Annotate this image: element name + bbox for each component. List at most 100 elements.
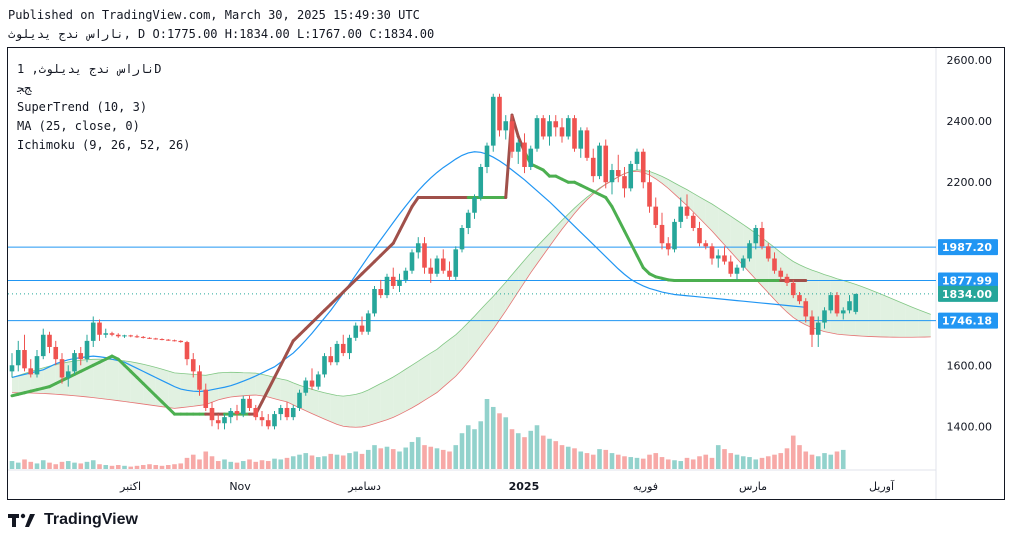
- supertrend-segment: [266, 375, 276, 392]
- volume-bar: [15, 462, 21, 469]
- volume-bar: [490, 406, 496, 469]
- candle-body: [647, 182, 652, 207]
- candle-body: [353, 325, 359, 338]
- candle-body: [547, 121, 552, 137]
- cloud-segment: [312, 389, 319, 417]
- volume-bar: [72, 462, 77, 469]
- candle-body: [759, 227, 765, 247]
- cloud-segment: [893, 299, 900, 338]
- candle-body: [253, 407, 259, 418]
- cloud-segment: [512, 267, 519, 302]
- candle-body: [15, 350, 21, 366]
- cloud-span-a: [11, 169, 931, 397]
- ohlc-header: ناراس ندج يديلوث, D O:1775.00 H:1834.00 …: [8, 27, 435, 41]
- cloud-segment: [412, 361, 419, 408]
- cloud-segment: [530, 246, 537, 273]
- candle-body: [465, 212, 471, 228]
- candle-body: [653, 206, 659, 225]
- volume-bar: [165, 465, 171, 469]
- candle-body: [490, 96, 496, 146]
- candle-body: [472, 197, 477, 213]
- volume-bar: [53, 464, 59, 469]
- cloud-segment: [712, 203, 719, 238]
- candle-body: [9, 365, 15, 372]
- volume-bar: [265, 461, 271, 469]
- volume-bar: [828, 454, 834, 469]
- cloud-segment: [699, 196, 706, 225]
- candle-body: [34, 356, 40, 375]
- legend-supertrend[interactable]: SuperTrend (10, 3): [17, 100, 148, 114]
- candle-body: [109, 333, 115, 335]
- volume-bar: [434, 448, 440, 469]
- cloud-segment: [112, 359, 119, 401]
- cloud-segment: [418, 357, 425, 405]
- volume-bar: [709, 457, 715, 469]
- cloud-segment: [12, 375, 19, 393]
- candle-body: [128, 335, 134, 337]
- volume-bar: [628, 457, 634, 469]
- candle-body: [359, 325, 365, 332]
- supertrend-segment: [285, 339, 295, 355]
- volume-bar: [640, 458, 646, 469]
- level-price-tag-bg: [938, 239, 998, 256]
- price-chart[interactable]: 2600.00 2400.00 2200.00 1600.00 1400.00 1987.…: [8, 48, 1004, 499]
- cloud-segment: [280, 378, 287, 402]
- cloud-segment: [237, 372, 244, 397]
- volume-bar: [272, 458, 277, 469]
- candle-body: [703, 243, 709, 247]
- candle-body: [372, 289, 377, 314]
- cloud-segment: [918, 309, 925, 338]
- cloud-segment: [537, 239, 544, 264]
- level-price-tag-bg: [938, 272, 998, 289]
- cloud-segment: [105, 359, 112, 400]
- candle-body: [659, 224, 665, 244]
- volume-bar: [109, 465, 115, 469]
- volume-bar: [815, 456, 821, 469]
- volume-bar: [834, 451, 840, 469]
- cloud-segment: [724, 212, 731, 252]
- cloud-segment: [405, 365, 412, 412]
- candle-body: [190, 359, 196, 372]
- cloud-segment: [437, 344, 444, 393]
- cloud-span-b: [11, 170, 931, 428]
- level-price-tag: 1877.99: [942, 274, 992, 287]
- cloud-segment: [549, 226, 556, 247]
- volume-bar: [47, 462, 52, 469]
- candle-body: [153, 338, 159, 340]
- volume-bar: [790, 435, 796, 469]
- candle-body: [415, 243, 421, 253]
- volume-bar: [503, 417, 509, 469]
- volume-bar: [572, 448, 577, 469]
- legend-ma[interactable]: MA (25, close, 0): [17, 119, 140, 133]
- candle-body: [509, 121, 515, 152]
- cloud-segment: [424, 353, 431, 401]
- cloud-segment: [149, 365, 156, 406]
- cloud-segment: [668, 179, 675, 195]
- tradingview-logo[interactable]: TradingView: [8, 511, 138, 529]
- candle-body: [428, 267, 434, 274]
- volume-bar: [322, 456, 327, 469]
- volume-bar: [809, 454, 815, 469]
- candle-body: [322, 356, 327, 375]
- candle-body: [290, 407, 296, 418]
- cloud-segment: [912, 307, 919, 338]
- cloud-segment: [93, 359, 100, 399]
- candle-body: [522, 142, 527, 167]
- candle-body: [665, 243, 671, 250]
- volume-bar: [353, 451, 359, 469]
- cloud-segment: [324, 392, 331, 422]
- candle-body: [409, 252, 415, 271]
- volume-bar: [147, 464, 152, 469]
- cloud-segment: [862, 286, 869, 337]
- volume-bar: [478, 421, 484, 469]
- volume-bar: [647, 454, 652, 469]
- candle-body: [140, 336, 146, 338]
- legend-ichimoku[interactable]: Ichimoku (9, 26, 52, 26): [17, 138, 191, 152]
- price-axis: 2600.00 2400.00 2200.00 1600.00 1400.00 1987.…: [938, 54, 998, 433]
- cloud-segment: [362, 389, 369, 427]
- cloud-segment: [380, 380, 387, 422]
- volume-bar: [578, 451, 584, 469]
- cloud-segment: [487, 296, 494, 338]
- cloud-segment: [374, 383, 381, 424]
- candle-body: [240, 398, 246, 415]
